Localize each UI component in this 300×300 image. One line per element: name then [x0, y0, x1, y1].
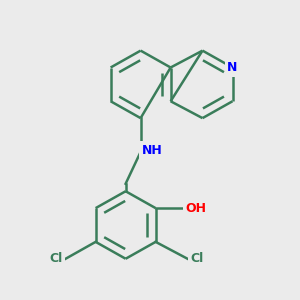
Text: OH: OH: [185, 202, 206, 214]
Text: N: N: [227, 61, 238, 74]
Text: Cl: Cl: [50, 252, 63, 265]
Text: NH: NH: [142, 143, 162, 157]
Text: Cl: Cl: [190, 252, 203, 265]
